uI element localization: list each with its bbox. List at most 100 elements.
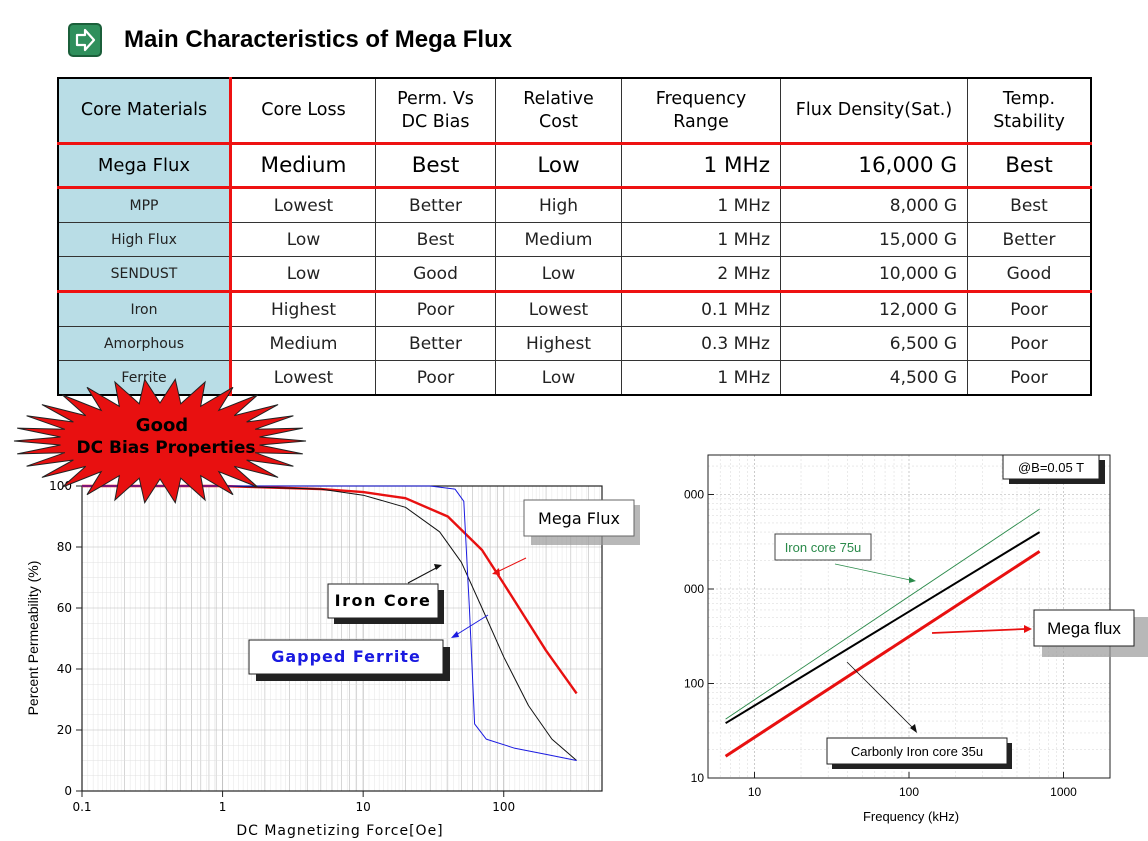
x-axis-label: DC Magnetizing Force[Oe] [236,823,443,839]
table-cell: 4,500 G [780,360,968,396]
table-cell: 2 MHz [621,256,781,293]
table-row: SENDUST Low Good Low 2 MHz 10,000 G Good [57,256,1092,293]
annotation-carbonyl: Carbonly Iron core 35u [826,661,1012,769]
badge-line-1: Good [136,415,188,436]
x-tick-label: 100 [899,785,919,799]
annotation-iron-core: Iron Core [327,564,444,624]
table-cell: Poor [967,326,1092,361]
x-tick-label: 1000 [1050,785,1077,799]
table-cell: Poor [375,291,496,327]
table-header-row: Core Materials Core Loss Perm. Vs DC Bias… [57,77,1092,145]
x-tick-label: 1 [219,800,227,814]
table-cell: Mega Flux [57,143,232,189]
table-cell: Best [375,143,496,189]
table-cell: Poor [375,360,496,396]
good-dc-bias-badge: Good DC Bias Properties [13,378,307,504]
table-cell: Highest [495,326,622,361]
label-carbonyl: Carbonly Iron core 35u [851,744,983,759]
table-row: Mega Flux Medium Best Low 1 MHz 16,000 G… [57,143,1092,189]
label-iron-core-75u: Iron core 75u [785,540,862,555]
series-lines [82,484,578,761]
column-header: Temp. Stability [967,77,1092,145]
dc-bias-chart: 0.1 1 10 100 0 20 40 60 80 100 DC Magnetizing For… [25,479,640,839]
arrow-right-icon [68,23,102,57]
page-header: Main Characteristics of Mega Flux [68,22,512,58]
table-cell: Good [375,256,496,293]
y-tick-label: 100 [49,479,72,493]
table-cell: Lowest [230,360,376,396]
table-cell: 0.3 MHz [621,326,781,361]
y-tick-label: 0 [64,784,72,798]
table-cell: 6,500 G [780,326,968,361]
table-row: Amorphous Medium Better Highest 0.3 MHz … [57,326,1092,361]
table-cell: 8,000 G [780,187,968,223]
series-lines [724,508,1041,758]
series-line-iron-core [82,485,577,761]
annotation-condition: @B=0.05 T [1002,454,1105,484]
x-tick-label: 0.1 [72,800,91,814]
x-axis-label: Frequency (kHz) [863,809,959,824]
tick-labels: 0.1 1 10 100 0 20 40 60 80 100 [49,479,515,814]
table-cell: Lowest [230,187,376,223]
column-header: Core Materials [57,77,232,145]
characteristics-table: Core Materials Core Loss Perm. Vs DC Bias… [57,77,1092,396]
table-cell: 1 MHz [621,187,781,223]
x-tick-label: 100 [492,800,515,814]
table-cell: 1 MHz [621,143,781,189]
label-condition: @B=0.05 T [1018,460,1084,475]
table-cell: Medium [230,326,376,361]
x-tick-label: 10 [356,800,371,814]
y-tick-label: 80 [57,540,72,554]
column-header: Perm. Vs DC Bias [375,77,496,145]
y-axis-label: Percent Permeability (%) [25,561,41,716]
starburst-shape [13,378,307,504]
column-header: Relative Cost [495,77,622,145]
table-cell: Lowest [495,291,622,327]
y-tick-label: 100 [684,677,704,691]
frequency-chart: 10 100 1000 10 100 000 000 Frequency (kHz) @B=… [684,454,1148,824]
y-tick-label: 60 [57,601,72,615]
table-cell: Medium [230,143,376,189]
table-cell: 1 MHz [621,360,781,396]
table-cell: Low [230,256,376,293]
label-gapped-ferrite: Gapped Ferrite [271,647,421,666]
table-cell: 0.1 MHz [621,291,781,327]
table-cell: 1 MHz [621,222,781,257]
table-cell: Best [967,187,1092,223]
table-cell: High [495,187,622,223]
series-line-mega-flux [724,550,1041,758]
series-line-gapped-ferrite [82,485,577,761]
table-cell: Poor [967,291,1092,327]
table-cell: Iron [57,291,232,327]
table-cell: Low [495,256,622,293]
y-tick-label: 40 [57,662,72,676]
series-line-iron-core-75u [725,508,1040,720]
y-tick-label: 000 [684,582,704,596]
page-title: Main Characteristics of Mega Flux [124,26,513,53]
table-cell: 16,000 G [780,143,968,189]
table-cell: Highest [230,291,376,327]
x-tick-label: 10 [748,785,762,799]
table-row: MPP Lowest Better High 1 MHz 8,000 G Bes… [57,187,1092,223]
label-iron-core: Iron Core [335,591,432,610]
table-cell: Amorphous [57,326,232,361]
table-cell: SENDUST [57,256,232,293]
table-cell: Medium [495,222,622,257]
annotation-mega-flux: Mega flux [931,609,1148,657]
table-cell: Better [967,222,1092,257]
badge-line-2: DC Bias Properties [76,438,255,458]
table-cell: Low [495,360,622,396]
y-tick-label: 10 [691,771,705,785]
column-header: Flux Density(Sat.) [780,77,968,145]
table-cell: Low [230,222,376,257]
table-cell: Best [967,143,1092,189]
table-cell: 10,000 G [780,256,968,293]
y-tick-label: 000 [684,488,704,502]
table-cell: Best [375,222,496,257]
table-cell: High Flux [57,222,232,257]
table-cell: Poor [967,360,1092,396]
table-row: High Flux Low Best Medium 1 MHz 15,000 G… [57,222,1092,257]
table-cell: MPP [57,187,232,223]
annotation-mega-flux: Mega Flux [492,499,640,575]
tick-labels: 10 100 1000 10 100 000 000 [684,488,1077,800]
